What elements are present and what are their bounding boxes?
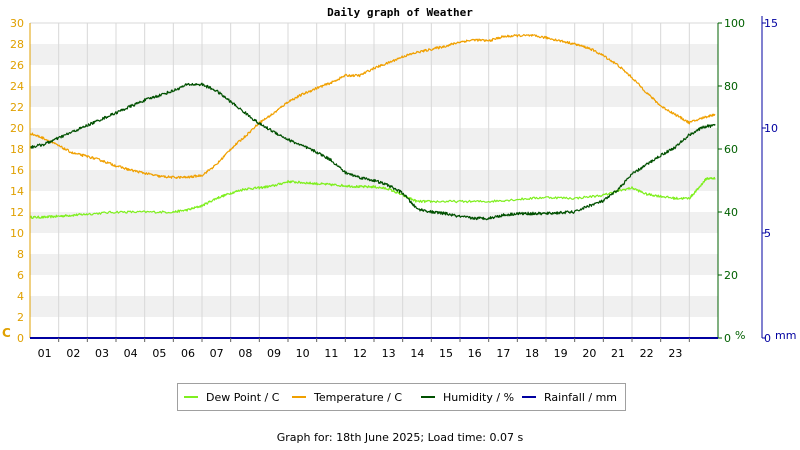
- humidity-axis-unit: %: [735, 329, 745, 342]
- temperature-tick-label: 24: [10, 80, 24, 93]
- rainfall-tick-label: 0: [764, 332, 771, 345]
- series-line-humidity: [29, 82, 716, 221]
- temperature-tick-label: 28: [10, 38, 24, 51]
- rainfall-axis-unit: mm: [775, 329, 796, 342]
- x-tick-label: 20: [582, 347, 596, 360]
- humidity-tick-label: 100: [724, 17, 745, 30]
- humidity-tick-label: 80: [724, 80, 738, 93]
- legend-label-temperature: Temperature / C: [314, 390, 403, 404]
- series-line-dew-point: [29, 176, 716, 219]
- x-tick-label: 09: [267, 347, 281, 360]
- humidity-tick-label: 20: [724, 269, 738, 282]
- temperature-tick-label: 10: [10, 227, 24, 240]
- x-tick-label: 12: [353, 347, 367, 360]
- axes: 0246810121416182022242628300204060801000…: [10, 16, 778, 360]
- vertical-gridlines: [30, 22, 719, 338]
- legend-item-rainfall: Rainfall / mm: [522, 390, 617, 404]
- temperature-tick-label: 8: [17, 248, 24, 261]
- humidity-tick-label: 60: [724, 143, 738, 156]
- series-line-temperature: [29, 33, 716, 179]
- x-tick-label: 18: [525, 347, 539, 360]
- legend-item-humidity: Humidity / %: [421, 390, 514, 404]
- humidity-tick-label: 0: [724, 332, 731, 345]
- legend-swatch-temperature: [292, 396, 306, 398]
- temperature-tick-label: 20: [10, 122, 24, 135]
- rainfall-tick-label: 5: [764, 227, 771, 240]
- x-tick-label: 06: [181, 347, 195, 360]
- x-tick-label: 03: [95, 347, 109, 360]
- temperature-axis-unit: C: [2, 326, 11, 340]
- x-tick-label: 13: [382, 347, 396, 360]
- legend-label-humidity: Humidity / %: [443, 390, 515, 404]
- legend: Dew Point / C Temperature / C Humidity /…: [177, 383, 626, 411]
- legend-swatch-dew-point: [184, 396, 198, 398]
- x-tick-label: 15: [439, 347, 453, 360]
- graph-footer: Graph for: 18th June 2025; Load time: 0.…: [276, 431, 524, 444]
- x-tick-label: 21: [611, 347, 625, 360]
- legend-label-rainfall: Rainfall / mm: [544, 390, 618, 404]
- x-tick-label: 08: [238, 347, 252, 360]
- chart-title: Daily graph of Weather: [327, 6, 473, 19]
- temperature-tick-label: 22: [10, 101, 24, 114]
- temperature-tick-label: 12: [10, 206, 24, 219]
- legend-item-temperature: Temperature / C: [292, 390, 402, 404]
- x-tick-label: 19: [554, 347, 568, 360]
- x-tick-label: 05: [152, 347, 166, 360]
- legend-label-dew-point: Dew Point / C: [206, 390, 280, 404]
- x-tick-label: 14: [410, 347, 424, 360]
- temperature-tick-label: 26: [10, 59, 24, 72]
- temperature-tick-label: 18: [10, 143, 24, 156]
- legend-item-dew-point: Dew Point / C: [184, 390, 279, 404]
- temperature-tick-label: 14: [10, 185, 24, 198]
- x-tick-label: 01: [38, 347, 52, 360]
- temperature-tick-label: 4: [17, 290, 24, 303]
- x-tick-label: 10: [296, 347, 310, 360]
- x-tick-label: 07: [210, 347, 224, 360]
- x-tick-label: 17: [496, 347, 510, 360]
- temperature-tick-label: 16: [10, 164, 24, 177]
- x-tick-label: 16: [468, 347, 482, 360]
- temperature-tick-label: 30: [10, 17, 24, 30]
- x-tick-label: 02: [66, 347, 80, 360]
- x-tick-label: 11: [324, 347, 338, 360]
- temperature-tick-label: 2: [17, 311, 24, 324]
- rainfall-tick-label: 15: [764, 17, 778, 30]
- temperature-tick-label: 0: [17, 332, 24, 345]
- legend-swatch-rainfall: [522, 396, 536, 398]
- x-tick-label: 04: [124, 347, 138, 360]
- legend-swatch-humidity: [421, 396, 435, 398]
- x-tick-label: 23: [668, 347, 682, 360]
- x-tick-label: 22: [640, 347, 654, 360]
- rainfall-tick-label: 10: [764, 122, 778, 135]
- temperature-tick-label: 6: [17, 269, 24, 282]
- humidity-tick-label: 40: [724, 206, 738, 219]
